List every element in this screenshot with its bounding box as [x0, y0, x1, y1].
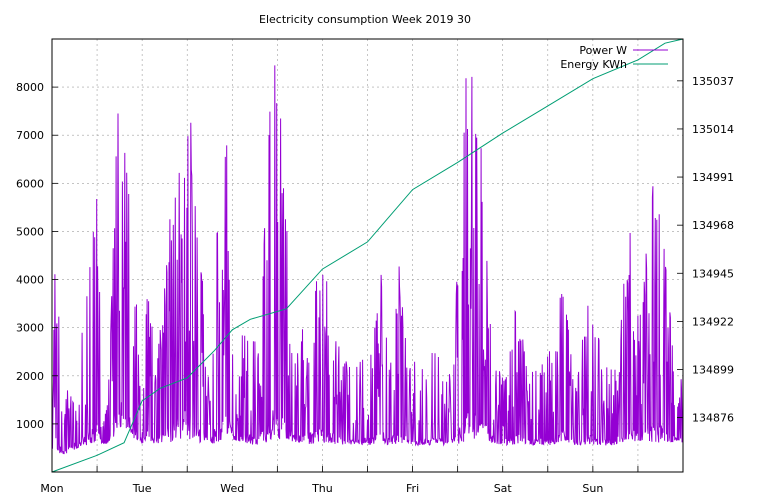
y-tick-label-right: 135037 — [692, 75, 734, 88]
x-tick-label: Thu — [311, 482, 333, 495]
y-tick-label-left: 2000 — [16, 370, 44, 383]
x-tick-label: Wed — [220, 482, 244, 495]
y-tick-label-right: 134968 — [692, 219, 734, 232]
y-tick-label-left: 4000 — [16, 274, 44, 287]
x-tick-label: Sat — [494, 482, 513, 495]
plot-area — [51, 38, 684, 473]
x-tick-label: Sun — [582, 482, 603, 495]
y-tick-label-left: 5000 — [16, 225, 44, 238]
y-tick-label-left: 7000 — [16, 129, 44, 142]
y-tick-label-right: 134899 — [692, 364, 734, 377]
x-tick-label: Fri — [406, 482, 419, 495]
y-tick-label-left: 8000 — [16, 81, 44, 94]
y-tick-label-right: 134922 — [692, 315, 734, 328]
chart-title: Electricity consumption Week 2019 30 — [259, 13, 471, 26]
x-tick-label: Mon — [40, 482, 63, 495]
legend-label-power: Power W — [579, 44, 627, 57]
y-tick-label-left: 3000 — [16, 322, 44, 335]
axes: 1000 2000 3000 4000 5000 6000 7000 8000 134876 13… — [16, 75, 734, 495]
x-tick-label: Tue — [132, 482, 152, 495]
y-tick-label-right: 135014 — [692, 123, 734, 136]
series-line-power — [51, 65, 684, 455]
y-tick-label-left: 6000 — [16, 177, 44, 190]
y-tick-label-right: 134945 — [692, 267, 734, 280]
y-tick-label-right: 134991 — [692, 171, 734, 184]
legend: Power W Energy KWh — [560, 44, 668, 71]
series-line-energy — [51, 38, 684, 473]
y-tick-label-left: 1000 — [16, 418, 44, 431]
legend-label-energy: Energy KWh — [560, 58, 627, 71]
y-tick-label-right: 134876 — [692, 412, 734, 425]
